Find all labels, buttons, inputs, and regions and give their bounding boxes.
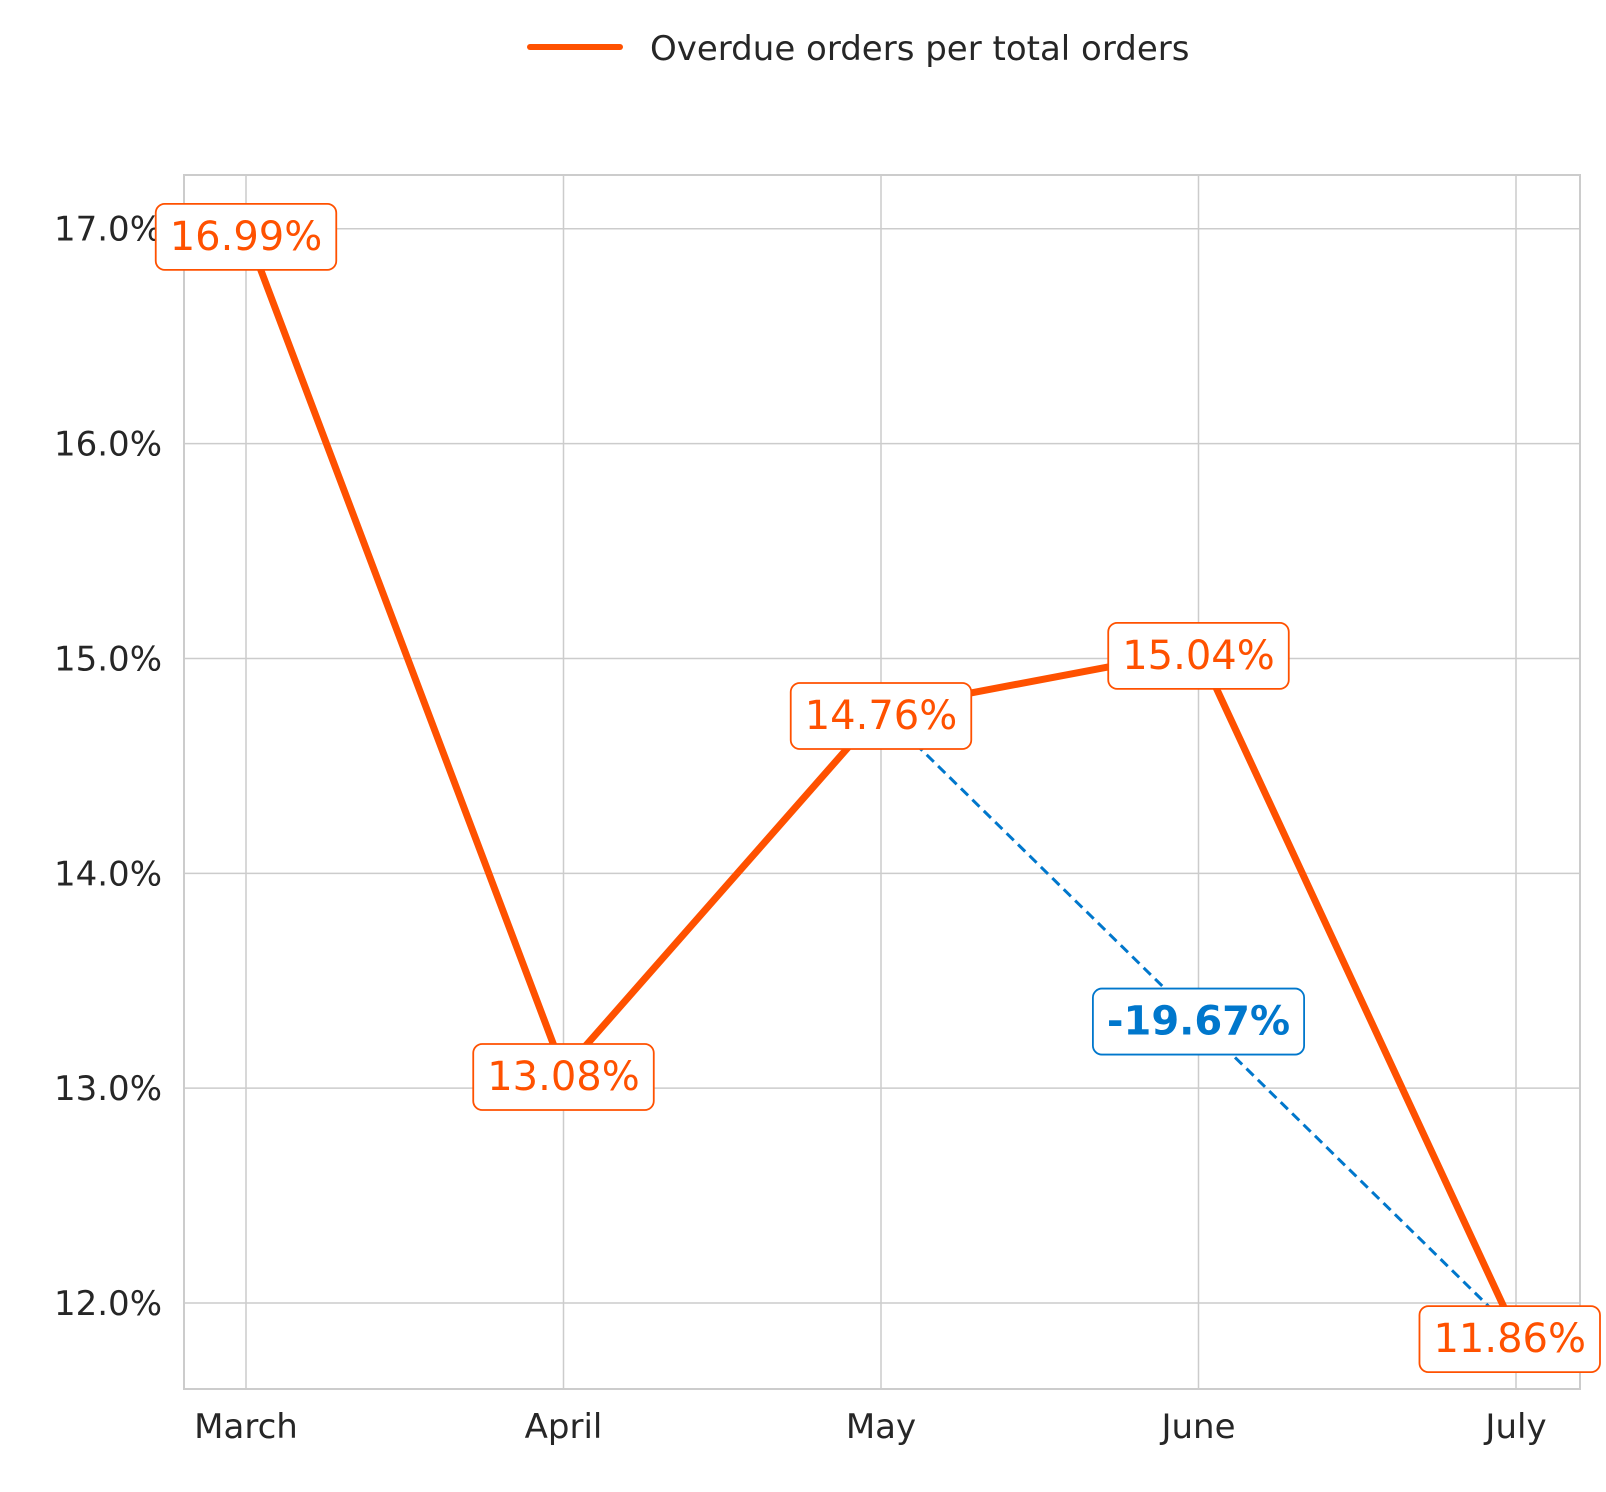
data-label-box [789, 682, 973, 750]
data-label-box [1418, 1305, 1601, 1374]
data-labels: 16.99% 13.08% 14.76% 15.04% 11.86% [154, 202, 1601, 1374]
change-label-box [1091, 987, 1306, 1056]
grid [184, 175, 1580, 1389]
x-axis-ticks: March April May June July [194, 1407, 1546, 1447]
y-tick-label: 12.0% [54, 1284, 162, 1324]
change-label-text: -19.67% [1107, 999, 1290, 1045]
data-label: 14.76% [789, 682, 973, 750]
plot-frame [183, 174, 1581, 1390]
data-label-text: 11.86% [1433, 1316, 1586, 1362]
data-label-box [472, 1043, 655, 1111]
x-tick-label: June [1159, 1407, 1235, 1447]
data-label-text: 14.76% [805, 693, 958, 739]
change-label: -19.67% [1091, 987, 1306, 1056]
legend-label: Overdue orders per total orders [650, 29, 1189, 69]
change-annotation: -19.67% [879, 708, 1518, 1335]
data-label-box [1107, 621, 1290, 690]
x-tick-label: March [194, 1407, 298, 1447]
y-tick-label: 13.0% [54, 1069, 162, 1109]
y-tick-label: 15.0% [54, 639, 162, 679]
x-tick-label: July [1483, 1407, 1546, 1447]
data-label: 15.04% [1107, 621, 1290, 690]
data-label: 16.99% [154, 202, 338, 271]
y-tick-label: 16.0% [54, 425, 162, 465]
data-label: 11.86% [1418, 1305, 1601, 1374]
data-label-box [154, 202, 338, 271]
legend: Overdue orders per total orders [527, 29, 1189, 69]
x-tick-label: April [525, 1407, 603, 1447]
change-dashed-line [879, 708, 1518, 1335]
data-label-text: 13.08% [487, 1054, 640, 1100]
data-label-text: 15.04% [1122, 633, 1275, 679]
x-tick-label: May [846, 1407, 916, 1447]
y-axis-ticks: 12.0% 13.0% 14.0% 15.0% 16.0% 17.0% [54, 210, 162, 1324]
y-tick-label: 14.0% [54, 854, 162, 894]
y-tick-label: 17.0% [54, 210, 162, 250]
data-label-text: 16.99% [170, 214, 323, 260]
data-label: 13.08% [472, 1043, 655, 1111]
